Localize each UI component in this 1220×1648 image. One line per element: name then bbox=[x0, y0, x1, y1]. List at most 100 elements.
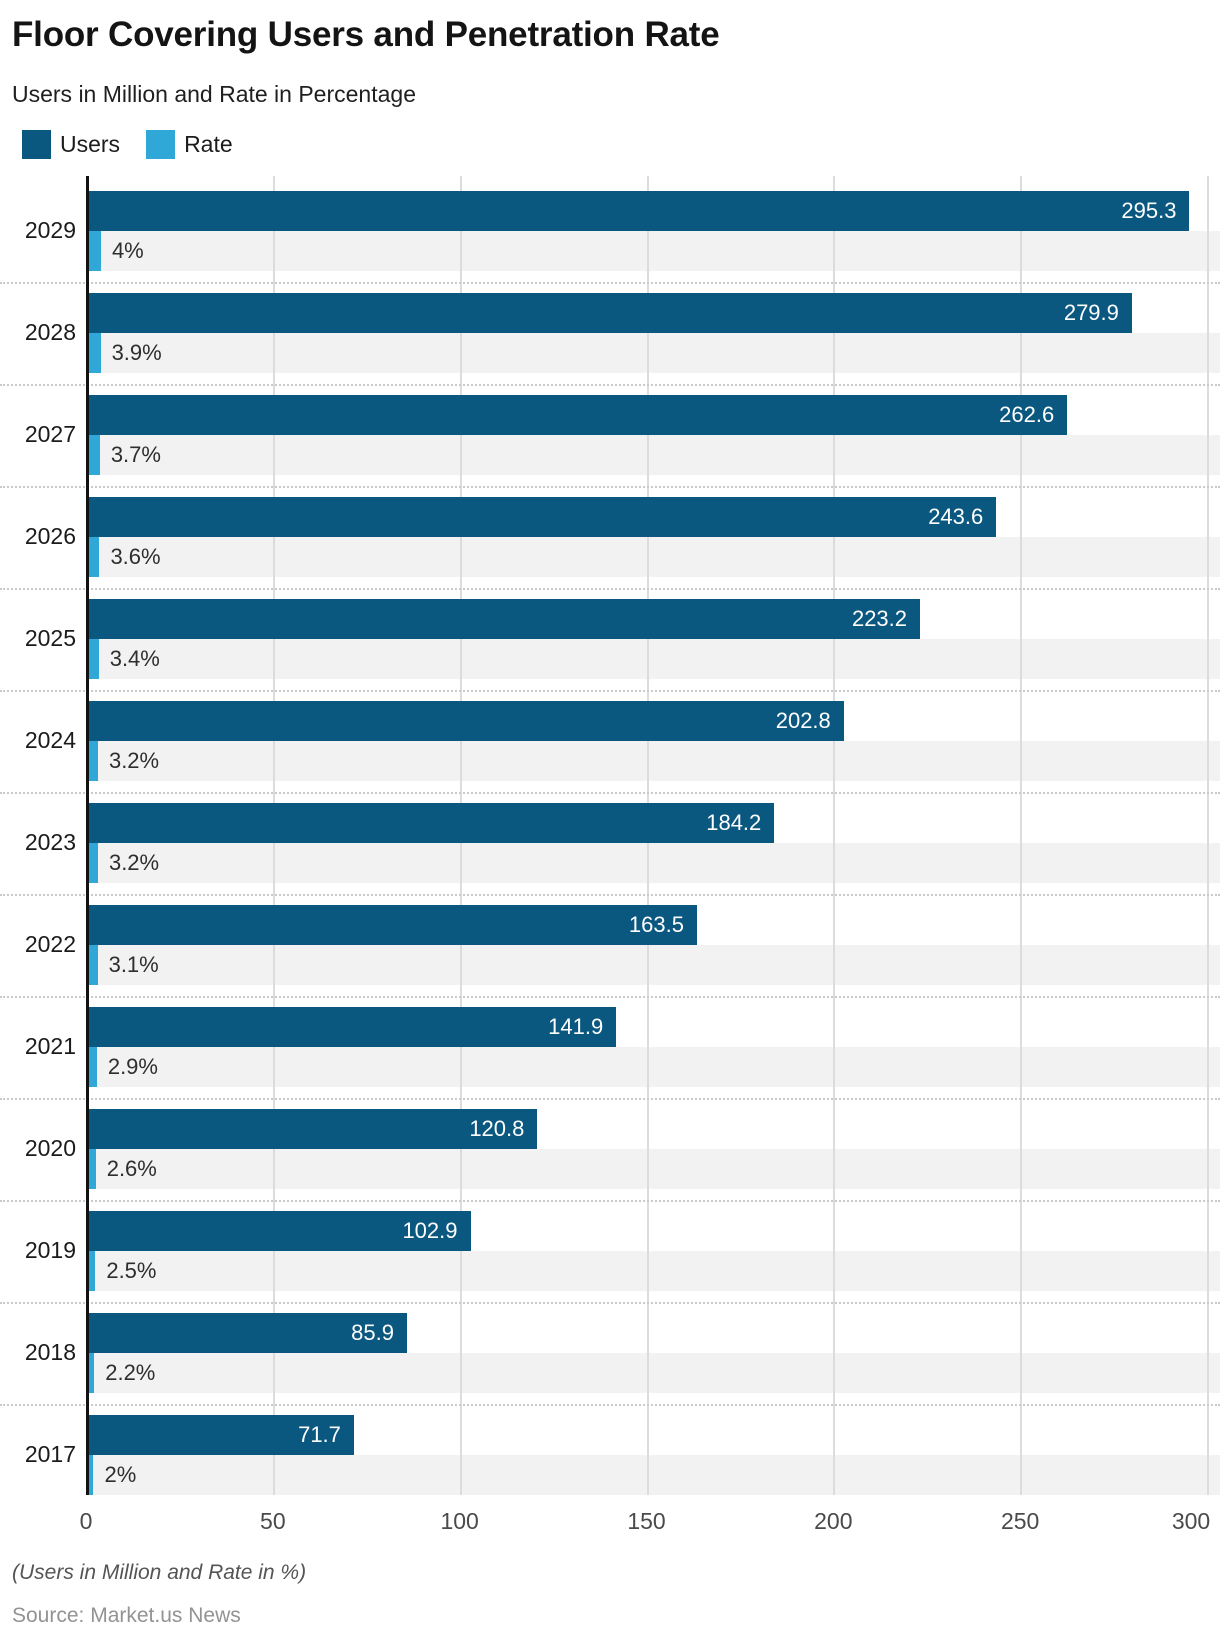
users-bar: 184.2 bbox=[86, 803, 775, 843]
x-axis-tick-label: 200 bbox=[814, 1508, 853, 1534]
rate-value-label: 2.5% bbox=[106, 1258, 157, 1283]
year-label: 2022 bbox=[24, 931, 76, 957]
users-bar: 163.5 bbox=[86, 905, 697, 945]
rate-value-label: 3.2% bbox=[108, 748, 160, 773]
rate-bar bbox=[86, 843, 98, 883]
rate-track bbox=[86, 1047, 1220, 1087]
rate-bar bbox=[86, 333, 101, 373]
year-label: 2027 bbox=[24, 421, 76, 447]
year-label: 2028 bbox=[24, 319, 76, 345]
rate-bar bbox=[86, 1455, 94, 1495]
row-separator bbox=[0, 1302, 1220, 1304]
row-separator bbox=[0, 282, 1220, 284]
users-bar: 243.6 bbox=[86, 497, 997, 537]
row-separator bbox=[0, 588, 1220, 590]
x-axis: 0 50 100 150 200 250 300 bbox=[80, 1495, 1220, 1541]
x-axis-tick-label: 50 bbox=[260, 1508, 286, 1534]
legend-item-users: Users bbox=[22, 129, 121, 159]
rate-value-label: 2.6% bbox=[106, 1156, 157, 1181]
x-axis-tick-label: 100 bbox=[440, 1508, 479, 1534]
row-separator bbox=[0, 486, 1220, 488]
year-label: 2026 bbox=[24, 523, 76, 549]
rate-track bbox=[86, 1353, 1220, 1393]
rate-track bbox=[86, 435, 1220, 475]
rate-bar bbox=[86, 1251, 96, 1291]
year-group-row: 2020 120.8 2.6% bbox=[0, 1109, 1220, 1211]
rate-value-label: 4% bbox=[111, 238, 144, 263]
rate-bar bbox=[86, 1149, 96, 1189]
row-separator bbox=[0, 1098, 1220, 1100]
year-group-row: 2018 85.9 2.2% bbox=[0, 1313, 1220, 1415]
users-legend-swatch bbox=[22, 129, 51, 159]
users-bar: 71.7 bbox=[86, 1415, 354, 1455]
rate-bar bbox=[86, 1353, 95, 1393]
rate-value-label: 3.2% bbox=[108, 850, 160, 875]
rate-bar bbox=[86, 945, 98, 985]
year-group-row: 2026 243.6 3.6% bbox=[0, 497, 1220, 599]
rate-value-label: 3.1% bbox=[108, 952, 159, 977]
chart-subtitle: Users in Million and Rate in Percentage bbox=[12, 81, 416, 107]
users-value-label: 120.8 bbox=[469, 1116, 525, 1141]
users-bar: 223.2 bbox=[86, 599, 921, 639]
users-value-label: 223.2 bbox=[851, 606, 908, 631]
users-value-label: 262.6 bbox=[999, 402, 1055, 427]
rate-value-label: 3.9% bbox=[111, 340, 162, 365]
year-group-row: 2027 262.6 3.7% bbox=[0, 395, 1220, 497]
users-value-label: 184.2 bbox=[706, 810, 762, 835]
users-value-label: 279.9 bbox=[1063, 300, 1119, 325]
rate-bar bbox=[86, 435, 100, 475]
source-text: Source: Market.us News bbox=[12, 1604, 241, 1627]
users-value-label: 102.9 bbox=[402, 1218, 458, 1243]
year-group-row: 2023 184.2 3.2% bbox=[0, 803, 1220, 905]
rate-track bbox=[86, 843, 1220, 883]
year-group-row: 2022 163.5 3.1% bbox=[0, 905, 1220, 1007]
year-label: 2021 bbox=[24, 1033, 76, 1059]
year-group-row: 2029 295.3 4% bbox=[0, 191, 1220, 293]
x-axis-tick-label: 0 bbox=[79, 1508, 93, 1534]
users-bar: 120.8 bbox=[86, 1109, 538, 1149]
rate-bar bbox=[86, 1047, 97, 1087]
rate-value-label: 3.7% bbox=[110, 442, 161, 467]
users-bar: 102.9 bbox=[86, 1211, 471, 1251]
users-legend-label: Users bbox=[60, 130, 121, 157]
year-group-row: 2017 71.7 2% bbox=[25, 1415, 1220, 1495]
year-group-row: 2024 202.8 3.2% bbox=[0, 701, 1220, 803]
x-axis-tick-label: 150 bbox=[627, 1508, 666, 1534]
chart-header: Floor Covering Users and Penetration Rat… bbox=[0, 0, 1220, 159]
year-label: 2019 bbox=[24, 1237, 76, 1263]
rate-value-label: 3.4% bbox=[109, 646, 160, 671]
rate-value-label: 2% bbox=[104, 1462, 137, 1487]
year-label: 2018 bbox=[24, 1339, 76, 1365]
rate-value-label: 2.9% bbox=[107, 1054, 158, 1079]
rate-track bbox=[86, 537, 1220, 577]
rate-track bbox=[86, 1455, 1220, 1495]
year-label: 2020 bbox=[24, 1135, 76, 1161]
rate-track bbox=[86, 231, 1220, 271]
year-group-row: 2021 141.9 2.9% bbox=[0, 1007, 1220, 1109]
rate-legend-swatch bbox=[146, 129, 176, 159]
users-bar: 202.8 bbox=[86, 701, 844, 741]
rate-track bbox=[86, 741, 1220, 781]
year-label: 2017 bbox=[24, 1441, 76, 1467]
chart-footer: (Users in Million and Rate in %) Source:… bbox=[12, 1561, 1220, 1628]
row-separator bbox=[0, 996, 1220, 998]
rate-bar bbox=[86, 639, 99, 679]
year-group-row: 2028 279.9 3.9% bbox=[0, 293, 1220, 395]
users-bar: 141.9 bbox=[86, 1007, 617, 1047]
y-axis-line bbox=[86, 176, 89, 1495]
year-label: 2023 bbox=[24, 829, 76, 855]
row-separator bbox=[0, 1200, 1220, 1202]
row-separator bbox=[0, 894, 1220, 896]
gridline bbox=[1020, 176, 1023, 1495]
users-bar: 85.9 bbox=[86, 1313, 407, 1353]
row-separator bbox=[0, 384, 1220, 386]
users-bar: 279.9 bbox=[86, 293, 1132, 333]
year-label: 2025 bbox=[24, 625, 76, 651]
rate-track bbox=[86, 1251, 1220, 1291]
users-value-label: 163.5 bbox=[628, 912, 684, 937]
rate-value-label: 3.6% bbox=[110, 544, 161, 569]
units-note: (Users in Million and Rate in %) bbox=[12, 1561, 307, 1584]
users-value-label: 202.8 bbox=[775, 708, 831, 733]
rate-track bbox=[86, 945, 1220, 985]
